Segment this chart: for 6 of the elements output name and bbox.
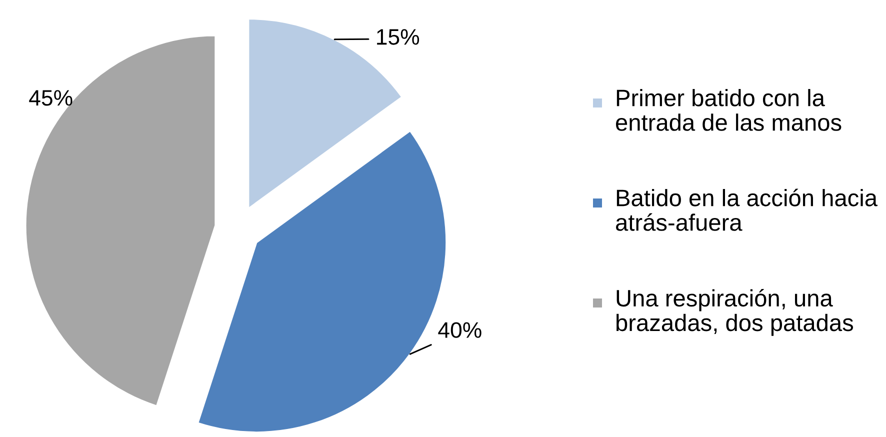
data-label: 40% [438,322,482,338]
legend-label: Primer batido con la entrada de las manos [616,89,842,131]
legend-label: Una respiración, una brazadas, dos patadas [616,289,854,336]
legend-label: Batido en la acción hacia atrás-afuera [616,188,878,231]
data-label: 45% [29,90,72,106]
data-label: 15% [377,29,420,45]
